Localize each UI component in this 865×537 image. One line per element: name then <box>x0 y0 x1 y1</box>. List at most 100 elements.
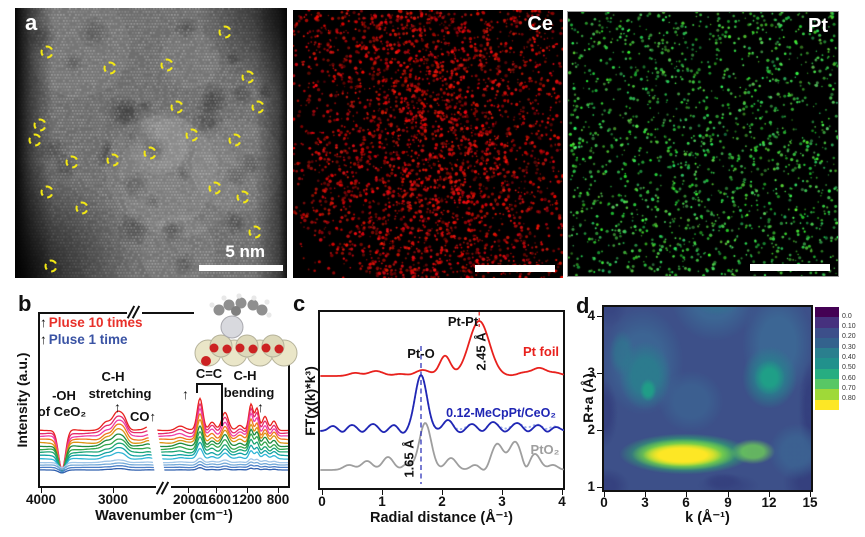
x-tick-label: 4000 <box>25 492 57 507</box>
up-arrow-icon: ↑ <box>257 399 264 415</box>
ce-label: Ce <box>527 13 553 35</box>
panel-b-drifts-spectra: b ↑ Pluse 10 times ↑ Pluse 1 time <box>8 288 298 537</box>
atom-circle-marker <box>228 133 242 147</box>
panel-c-label: c <box>293 291 306 316</box>
y-tick-label: 4 <box>587 308 595 323</box>
up-arrow-icon: ↑ <box>182 386 189 402</box>
spectra-curves <box>39 396 289 474</box>
colorbar-band <box>815 399 839 410</box>
atom-circle-marker <box>218 25 232 39</box>
x-tick-label: 1 <box>378 494 386 509</box>
colorbar-tick-label: 0.30 <box>842 343 856 351</box>
y-tick-label: 2 <box>587 422 595 437</box>
plot-frame <box>318 310 565 490</box>
panel-a-stem-image: a 5 nm <box>15 8 287 278</box>
scalebar <box>475 265 555 272</box>
annotation-pt-pt: Pt-Pt <box>447 314 479 329</box>
up-arrow-icon: ↑ <box>40 332 47 347</box>
atom-circle-marker <box>208 181 222 195</box>
stem-image-canvas <box>15 8 287 278</box>
x-tick-label: 800 <box>266 492 290 507</box>
colorbar-tick-label: 0.20 <box>842 333 856 341</box>
colorbar-tick-label: 0.40 <box>842 354 856 361</box>
panel-ce-eds-map: Ce <box>293 10 563 278</box>
series-label-pt-foil: Pt foil <box>522 344 560 359</box>
colorbar <box>815 307 839 410</box>
colorbar-band <box>815 348 839 359</box>
atom-circle-marker <box>65 155 79 169</box>
atom-circle-marker <box>40 45 54 59</box>
up-arrow-icon: ↑ <box>40 315 47 330</box>
atom-circle-marker <box>33 118 47 132</box>
atom-circle-marker <box>44 259 58 273</box>
colorbar-band <box>815 307 839 318</box>
colorbar-tick-label: 0.10 <box>842 323 856 331</box>
colorbar-tick-label: 0.80 <box>842 395 856 403</box>
annotation-ch-bend-1: C-H <box>233 368 257 383</box>
panel-pt-eds-map: Pt <box>567 11 839 277</box>
x-tick-label: 2000 <box>172 492 204 507</box>
series-label-pto2: PtO₂ <box>530 442 560 457</box>
colorbar-tick-label: 0.50 <box>842 364 856 372</box>
atom-circle-marker <box>103 61 117 75</box>
x-tick-label: 1200 <box>231 492 263 507</box>
y-axis-label: Intensity (a.u.) <box>14 352 30 448</box>
ce-eds-map-canvas <box>293 10 563 278</box>
pt-eds-map-canvas <box>568 12 838 276</box>
annotation-co: CO↑ <box>130 409 157 424</box>
atom-circle-marker <box>75 201 89 215</box>
colorbar-tick-label: 0.0 <box>842 312 852 320</box>
atom-circle-marker <box>106 153 120 167</box>
colorbar-tick-label: 0.70 <box>842 384 856 392</box>
colorbar-band <box>815 379 839 390</box>
y-tick-label: 3 <box>587 365 595 380</box>
axis-break-mark-top <box>126 305 142 319</box>
panel-a-label: a <box>25 10 38 35</box>
atom-circle-marker <box>251 100 265 114</box>
panel-d-wavelet: d 0.0 0.10 0.20 0.30 0.40 0.50 0.60 0.70 0.80 R+… <box>575 288 865 537</box>
legend-row-2: ↑ Pluse 1 time <box>40 332 128 347</box>
colorbar-band <box>815 358 839 369</box>
atom-circle-marker <box>236 190 250 204</box>
atom-circle-marker <box>28 133 42 147</box>
annotation-pto-distance: 1.65 Å <box>401 439 417 478</box>
x-axis-label: Wavenumber (cm⁻¹) <box>95 508 233 524</box>
annotation-oh-ceo2: of CeO₂ <box>37 404 87 419</box>
legend-row-1: ↑ Pluse 10 times <box>40 315 143 330</box>
annotation-ch-bend-2: bending <box>223 385 275 400</box>
cc-bracket-right <box>221 383 223 426</box>
atom-circle-marker <box>40 185 54 199</box>
colorbar-band <box>815 368 839 380</box>
exafs-curves <box>320 312 564 484</box>
scalebar-text: 5 nm <box>225 242 265 261</box>
x-tick-label: 15 <box>802 495 818 510</box>
x-tick-label: 6 <box>682 495 690 510</box>
x-tick-label: 2 <box>438 494 446 509</box>
annotation-cc: C=C <box>195 366 223 381</box>
y-tick-label: 1 <box>587 479 595 494</box>
x-tick-label: 12 <box>761 495 777 510</box>
mecppt-molecule-inset <box>194 293 298 367</box>
x-axis-label: k (Å⁻¹) <box>685 510 730 526</box>
colorbar-tick-label: 0.60 <box>842 374 856 382</box>
up-arrow-icon: ↑ <box>149 409 157 424</box>
x-tick-label: 3000 <box>97 492 129 507</box>
plot-frame <box>602 305 813 492</box>
x-tick-label: 3 <box>498 494 506 509</box>
annotation-oh: -OH <box>52 388 76 403</box>
atom-circle-marker <box>241 70 255 84</box>
annotation-pt-o: Pt-O <box>407 346 435 361</box>
legend-label-1: Pluse 10 times <box>48 315 143 330</box>
series-label-sample: 0.12-MeCpPt/CeO₂ <box>446 406 556 420</box>
x-tick-label: 4 <box>558 494 566 509</box>
colorbar-band <box>815 327 839 338</box>
atom-circle-marker <box>170 100 184 114</box>
colorbar-band <box>815 317 839 328</box>
cc-bracket-top <box>196 383 223 385</box>
atom-circle-marker <box>160 58 174 72</box>
x-tick-label: 1600 <box>200 492 232 507</box>
scalebar <box>750 264 830 271</box>
pt-label: Pt <box>808 15 828 37</box>
x-tick-label: 0 <box>600 495 608 510</box>
